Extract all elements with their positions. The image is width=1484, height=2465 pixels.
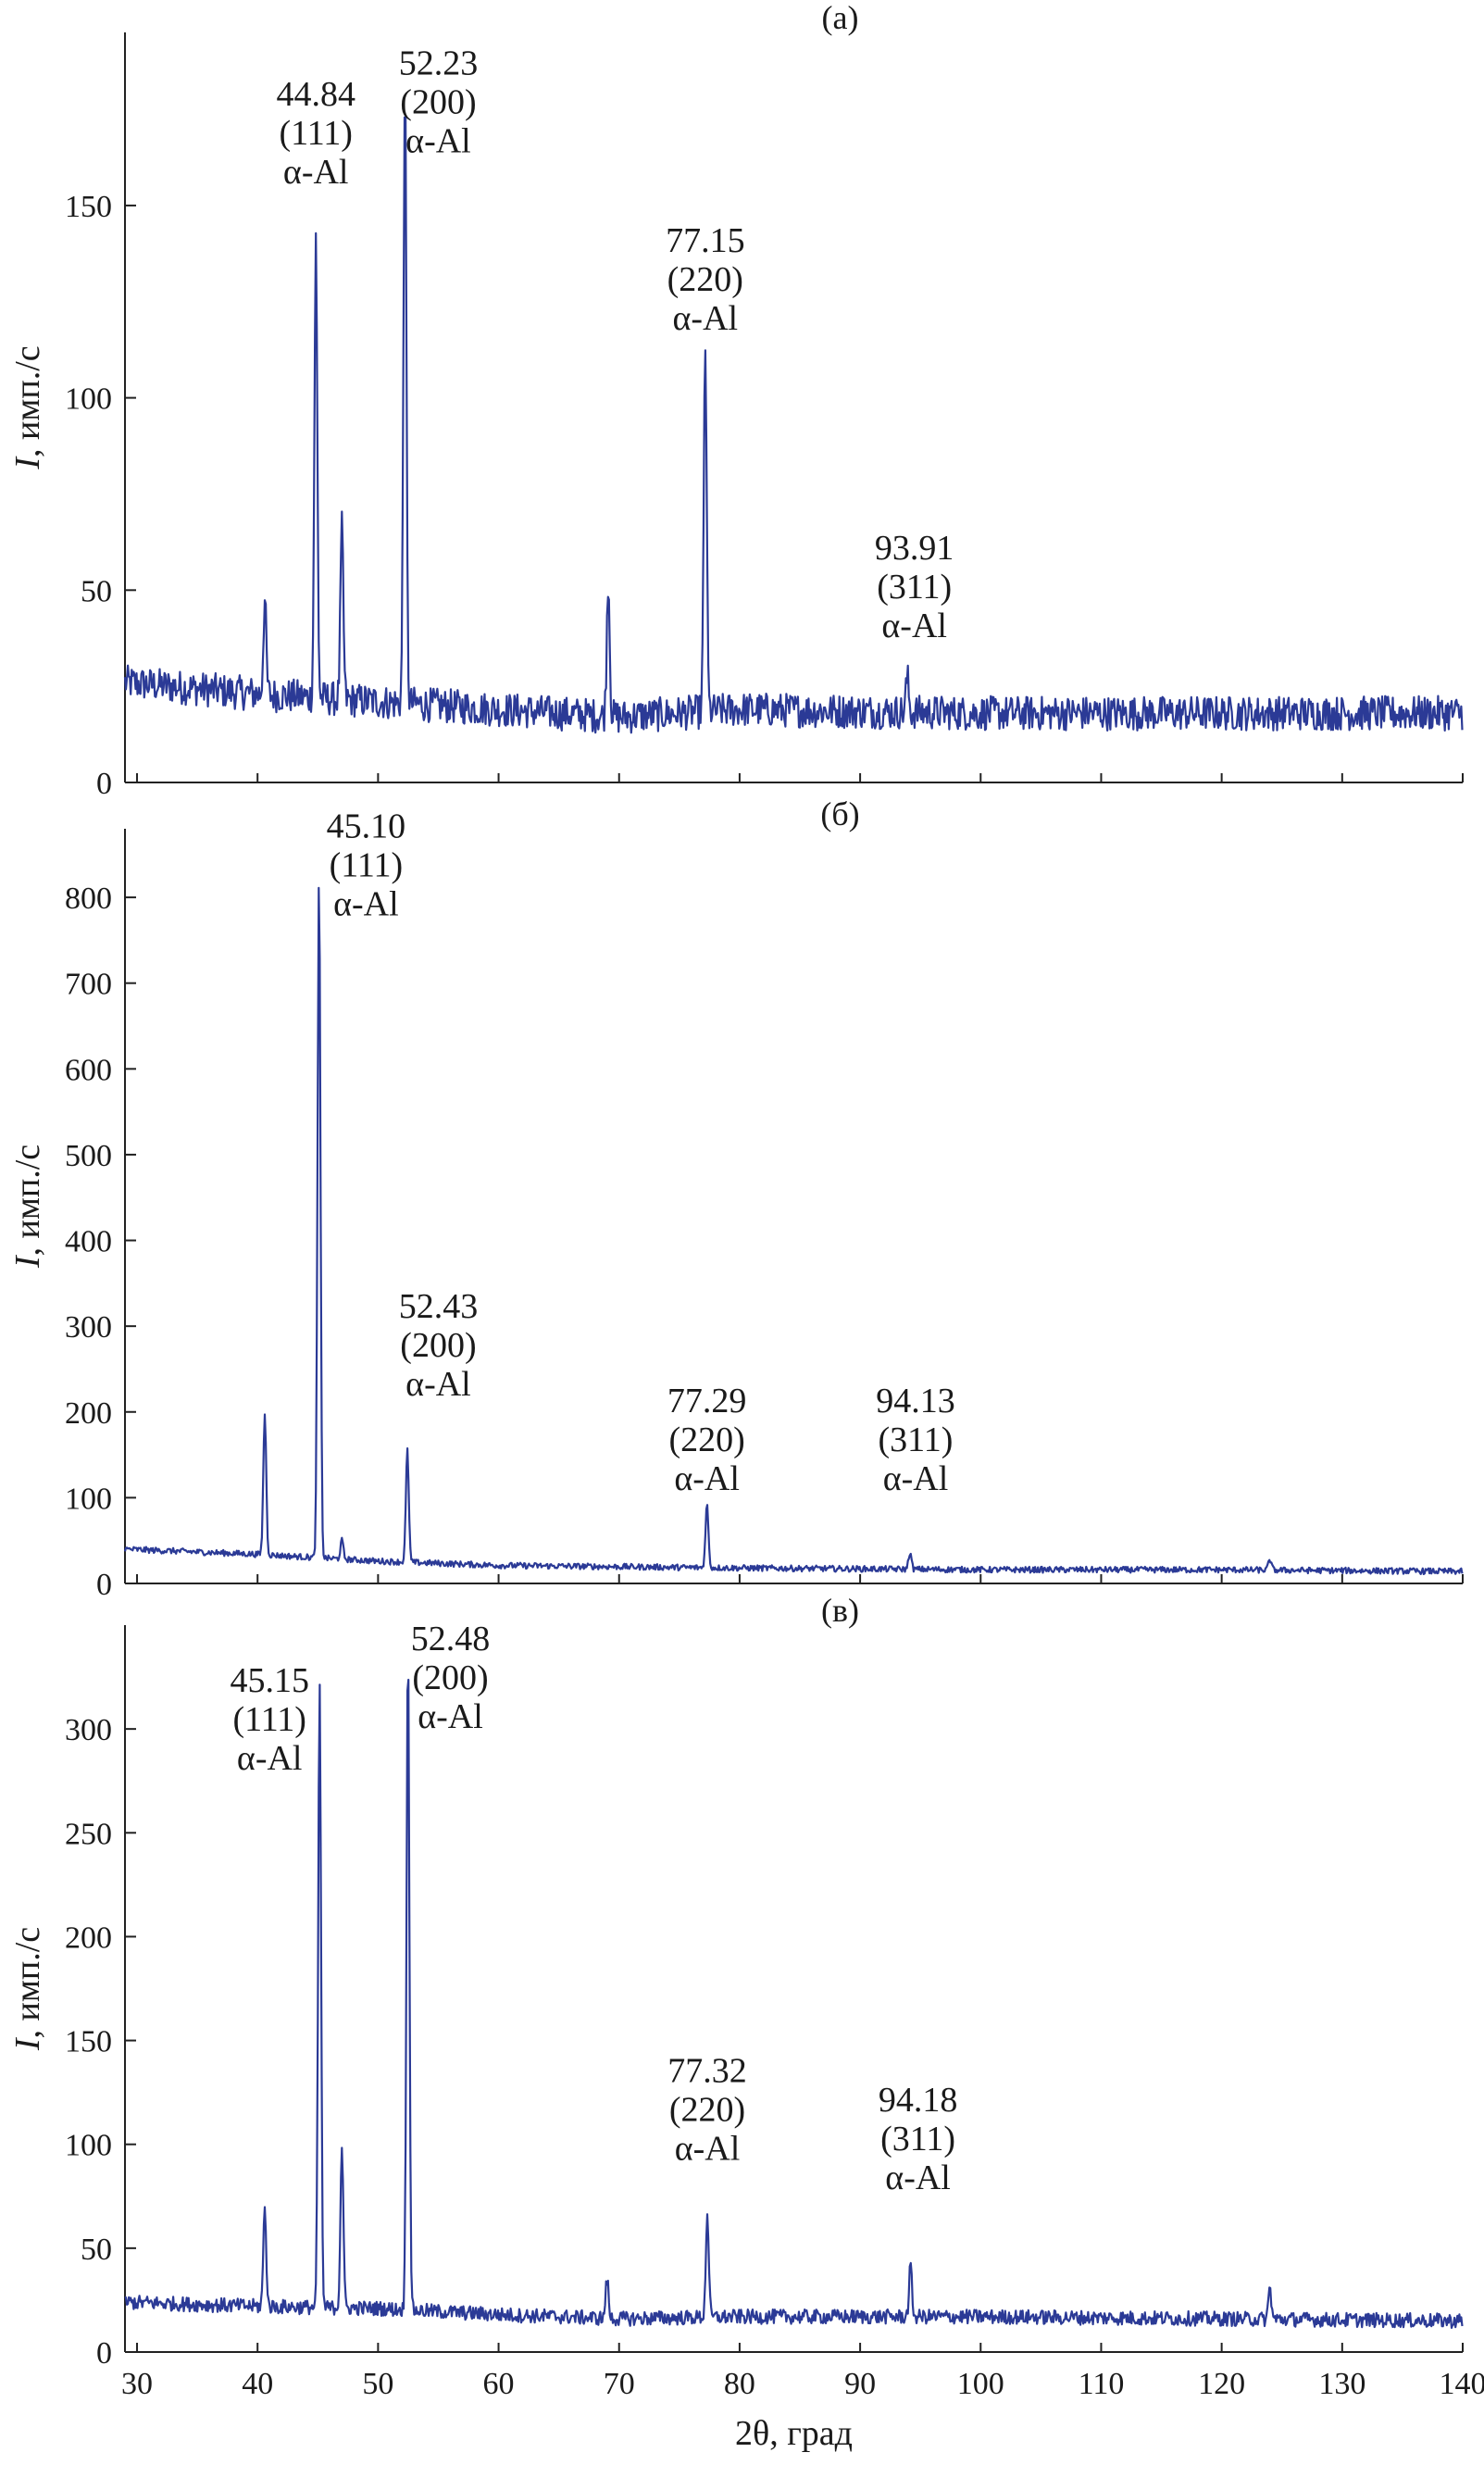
peak-annotation-line: α-Al bbox=[333, 884, 399, 923]
peak-annotation-line: α-Al bbox=[237, 1739, 303, 1778]
y-tick-label: 100 bbox=[65, 1482, 112, 1516]
peak-annotation-line: (220) bbox=[668, 1420, 744, 1459]
peak-annotation: 45.10(111)α-Al bbox=[327, 807, 406, 923]
peak-annotation-line: α-Al bbox=[885, 2158, 951, 2197]
peak-annotation-line: 52.23 bbox=[399, 44, 479, 83]
x-tick-label: 40 bbox=[242, 2367, 273, 2401]
peak-annotation-line: (200) bbox=[412, 1658, 488, 1697]
peak-annotation: 44.84(111)α-Al bbox=[276, 75, 355, 192]
peak-annotation-line: 94.13 bbox=[876, 1382, 955, 1420]
peak-annotation: 94.13(311)α-Al bbox=[876, 1382, 955, 1498]
y-axis-title: I, имп./с bbox=[8, 345, 47, 469]
y-tick-label: 200 bbox=[65, 1921, 112, 1955]
xrd-trace bbox=[125, 888, 1463, 1574]
y-tick-label: 50 bbox=[81, 574, 112, 608]
peak-annotation: 94.18(311)α-Al bbox=[879, 2081, 958, 2197]
peak-annotation-line: 44.84 bbox=[276, 75, 355, 114]
y-axis-title-unit: , имп./с bbox=[8, 345, 47, 457]
x-tick-label: 60 bbox=[483, 2367, 515, 2401]
xrd-trace bbox=[125, 1680, 1463, 2328]
peak-annotation-line: 77.29 bbox=[667, 1382, 747, 1420]
y-tick-label: 150 bbox=[65, 190, 112, 224]
peak-annotation: 77.15(220)α-Al bbox=[666, 221, 745, 338]
x-tick-label: 120 bbox=[1198, 2367, 1245, 2401]
peak-annotation-line: 77.32 bbox=[667, 2051, 747, 2090]
y-tick-label: 700 bbox=[65, 968, 112, 1002]
panel-label: (б) bbox=[820, 795, 859, 832]
y-tick-label: 800 bbox=[65, 882, 112, 916]
x-tick-label: 110 bbox=[1079, 2367, 1125, 2401]
peak-annotation-line: (311) bbox=[880, 2120, 955, 2158]
x-axis-title: 2θ, град bbox=[735, 2414, 853, 2453]
x-tick-label: 90 bbox=[844, 2367, 876, 2401]
peak-annotation-line: α-Al bbox=[675, 2129, 741, 2168]
y-tick-label: 150 bbox=[65, 2025, 112, 2059]
panel-2: 0 100 200 300 400 500 600 700 800 (б) I, имп./с 45.… bbox=[8, 795, 1463, 1602]
peak-annotation: 52.48(200)α-Al bbox=[411, 1620, 491, 1736]
peak-annotation-line: α-Al bbox=[883, 1459, 949, 1498]
peak-annotation-line: 52.43 bbox=[399, 1287, 479, 1326]
peak-annotation-line: 52.48 bbox=[411, 1620, 491, 1658]
x-tick-label: 130 bbox=[1318, 2367, 1366, 2401]
peak-annotation-line: 94.18 bbox=[879, 2081, 958, 2120]
x-tick-label: 70 bbox=[604, 2367, 635, 2401]
peak-annotation-line: (220) bbox=[667, 260, 743, 299]
peak-annotation: 52.43(200)α-Al bbox=[399, 1287, 479, 1404]
y-tick-label: 250 bbox=[65, 1817, 112, 1851]
peak-annotation: 52.23(200)α-Al bbox=[399, 44, 479, 161]
xrd-trace bbox=[125, 117, 1463, 732]
x-tick-label: 50 bbox=[362, 2367, 393, 2401]
y-tick-label: 0 bbox=[96, 2336, 112, 2371]
y-axis-title-unit: , имп./с bbox=[8, 1145, 47, 1257]
peak-annotation-line: α-Al bbox=[673, 299, 739, 338]
peak-annotation-line: (111) bbox=[330, 845, 404, 884]
y-tick-label: 100 bbox=[65, 382, 112, 417]
y-tick-label: 400 bbox=[65, 1225, 112, 1259]
peak-annotation-line: 45.10 bbox=[327, 807, 406, 845]
panel-3: 0 50 100 150 200 250 300 30 40 50 60 70 80 90 100 110 12… bbox=[8, 1592, 1484, 2453]
peak-annotation-line: (111) bbox=[232, 1700, 306, 1739]
y-axis-title-unit: , имп./с bbox=[8, 1927, 47, 2039]
y-tick-label: 600 bbox=[65, 1053, 112, 1087]
peak-annotation-line: 93.91 bbox=[875, 529, 954, 568]
panel-label: (а) bbox=[822, 0, 859, 36]
peak-annotation-line: 77.15 bbox=[666, 221, 745, 260]
peak-annotation-line: 45.15 bbox=[230, 1661, 309, 1700]
y-tick-label: 100 bbox=[65, 2129, 112, 2163]
peak-annotation: 77.32(220)α-Al bbox=[667, 2051, 747, 2168]
peak-annotation-line: α-Al bbox=[405, 122, 471, 161]
peak-annotation-line: α-Al bbox=[674, 1459, 740, 1498]
peak-annotation-line: (200) bbox=[400, 83, 476, 122]
y-tick-label: 0 bbox=[96, 767, 112, 801]
y-axis-title: I, имп./с bbox=[8, 1927, 47, 2051]
peak-annotation: 77.29(220)α-Al bbox=[667, 1382, 747, 1498]
peak-annotation-line: (111) bbox=[279, 114, 353, 153]
peak-annotation-line: α-Al bbox=[418, 1697, 483, 1736]
x-tick-label: 30 bbox=[121, 2367, 153, 2401]
y-tick-label: 0 bbox=[96, 1568, 112, 1602]
panel-label: (в) bbox=[821, 1592, 859, 1629]
y-axis-title: I, имп./с bbox=[8, 1145, 47, 1269]
x-tick-label: 100 bbox=[957, 2367, 1004, 2401]
y-tick-label: 300 bbox=[65, 1713, 112, 1747]
y-tick-label: 500 bbox=[65, 1139, 112, 1173]
peak-annotation-line: α-Al bbox=[283, 153, 349, 192]
peak-annotation-line: (311) bbox=[877, 568, 952, 607]
peak-annotation-line: (311) bbox=[879, 1420, 954, 1459]
x-tick-label: 140 bbox=[1440, 2367, 1484, 2401]
y-tick-label: 50 bbox=[81, 2233, 112, 2267]
peak-annotation-line: (200) bbox=[400, 1326, 476, 1365]
peak-annotation: 93.91(311)α-Al bbox=[875, 529, 954, 645]
peak-annotation: 45.15(111)α-Al bbox=[230, 1661, 309, 1778]
x-tick-label: 80 bbox=[724, 2367, 755, 2401]
peak-annotation-line: (220) bbox=[669, 2090, 745, 2129]
y-tick-label: 300 bbox=[65, 1310, 112, 1345]
y-tick-label: 200 bbox=[65, 1396, 112, 1431]
peak-annotation-line: α-Al bbox=[405, 1365, 471, 1404]
peak-annotation-line: α-Al bbox=[881, 607, 947, 645]
